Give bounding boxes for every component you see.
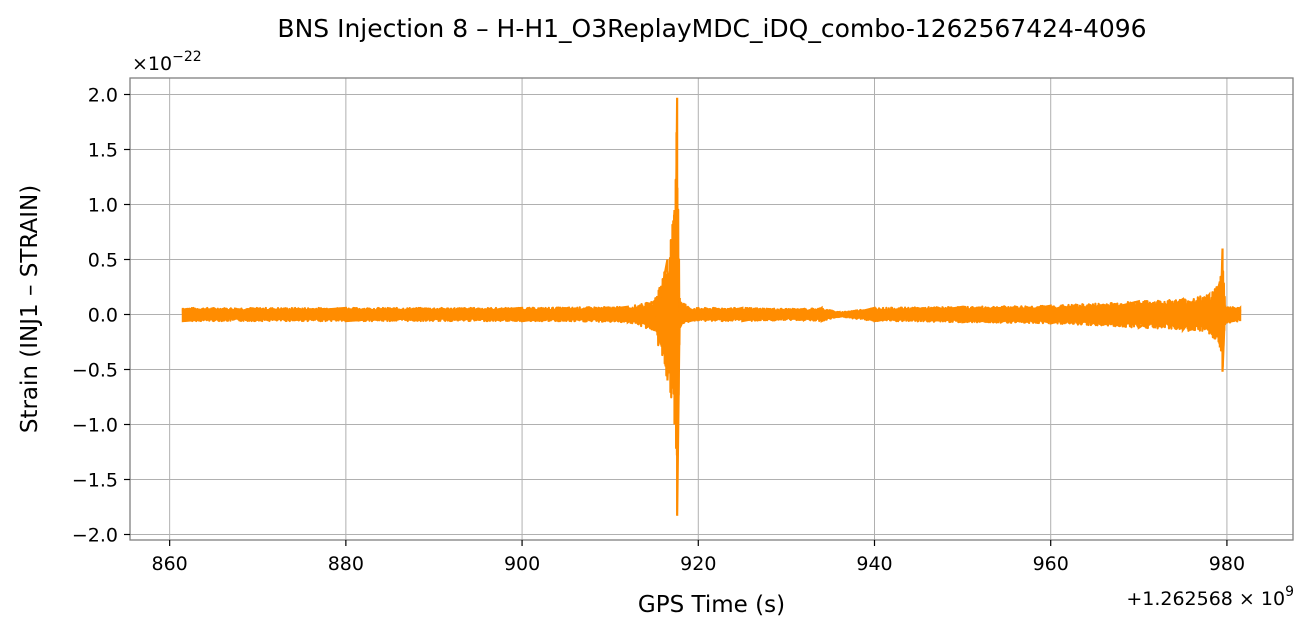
y-axis: 2.0 1.5 1.0 0.5 0.0 −0.5 −1.0 −1.5 −2.0 <box>72 85 130 547</box>
x-axis-label: GPS Time (s) <box>638 592 785 618</box>
y-tick-label: 0.0 <box>88 305 118 327</box>
y-scale-base: ×10 <box>132 53 172 75</box>
x-tick-label: 960 <box>1033 553 1069 575</box>
y-tick-label: −1.0 <box>72 415 118 437</box>
x-tick-label: 900 <box>504 553 540 575</box>
x-tick-label: 880 <box>328 553 364 575</box>
y-scale-exponent: −22 <box>172 49 202 65</box>
x-axis: 860 880 900 920 940 960 980 <box>152 540 1245 575</box>
x-offset-exponent: 9 <box>1285 584 1294 600</box>
x-tick-label: 980 <box>1209 553 1245 575</box>
y-tick-label: −0.5 <box>72 360 118 382</box>
y-tick-label: −2.0 <box>72 525 118 547</box>
x-tick-label: 940 <box>856 553 892 575</box>
strain-series-peaks <box>181 97 1242 516</box>
y-tick-label: 2.0 <box>88 85 118 107</box>
x-tick-label: 920 <box>680 553 716 575</box>
y-tick-label: 1.5 <box>88 140 118 162</box>
series-layer <box>181 97 1242 516</box>
chart-title: BNS Injection 8 – H-H1_O3ReplayMDC_iDQ_c… <box>277 14 1146 43</box>
plot-frame <box>129 77 1294 541</box>
x-offset-base: +1.262568 × 10 <box>1126 588 1285 610</box>
x-offset-factor: +1.262568 × 109 <box>1126 584 1294 610</box>
y-scale-factor: ×10−22 <box>132 49 202 75</box>
y-axis-label: Strain (INJ1 – STRAIN) <box>17 185 43 433</box>
strain-series-line <box>181 131 1242 457</box>
x-tick-label: 860 <box>152 553 188 575</box>
y-tick-label: −1.5 <box>72 470 118 492</box>
y-tick-label: 1.0 <box>88 195 118 217</box>
y-tick-label: 0.5 <box>88 250 118 272</box>
